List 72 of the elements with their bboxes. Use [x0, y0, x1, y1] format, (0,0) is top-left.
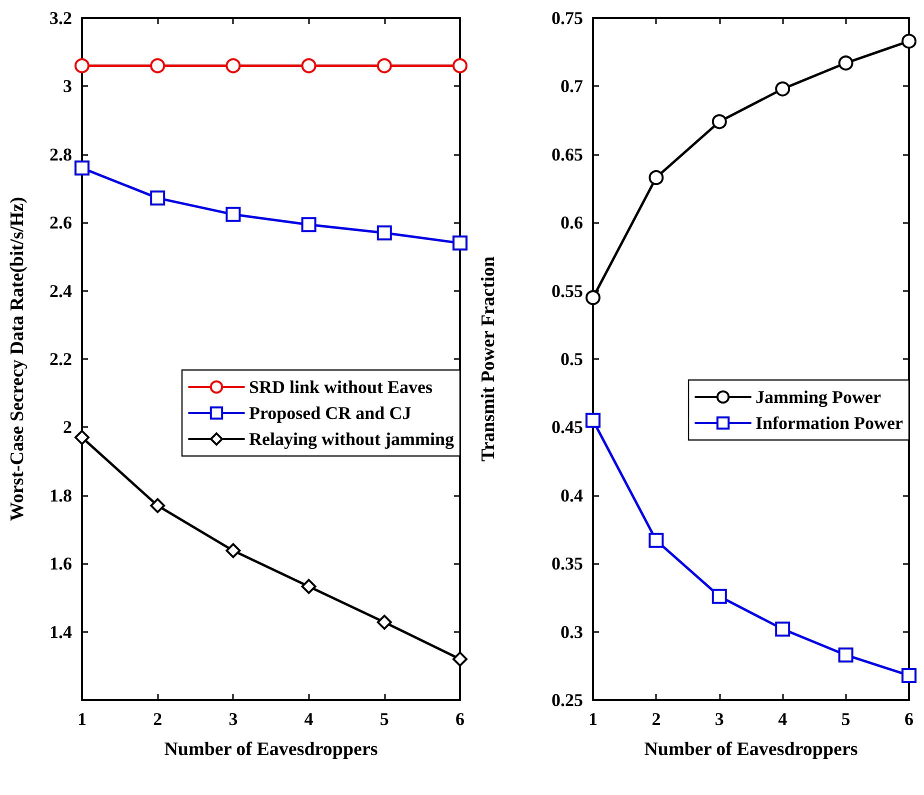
point [301, 58, 316, 74]
point [586, 412, 600, 428]
y-tick-label: 0.6 [560, 212, 583, 233]
x-tick-label: 2 [153, 709, 162, 729]
x-tick-label: 1 [78, 709, 86, 729]
y-tick-label: 2.6 [50, 212, 72, 233]
point [775, 622, 790, 637]
x-tick-label: 5 [841, 709, 850, 729]
y-tick-label: 1.8 [50, 485, 72, 506]
x-tick-label: 6 [904, 709, 914, 729]
y-tick-label: 0.7 [560, 76, 583, 96]
y-tick-label: 2.2 [50, 349, 72, 369]
point [150, 190, 166, 206]
point [150, 58, 166, 74]
point [586, 290, 600, 306]
y-tick-label: 2 [63, 417, 72, 438]
y-tick-label: 0.35 [552, 554, 583, 574]
y-tick-label: 0.25 [552, 690, 583, 710]
point [452, 236, 468, 251]
point [648, 532, 664, 548]
y-tick-label: 3 [63, 76, 72, 96]
point [301, 217, 316, 232]
y-tick-label: 3.2 [50, 8, 72, 28]
legend-label: Relaying without jamming [248, 429, 454, 449]
point [74, 430, 90, 445]
point [301, 578, 316, 594]
x-tick-label: 5 [380, 709, 389, 729]
y-tick-label: 2.8 [50, 144, 72, 164]
legend-label: Jamming Power [756, 387, 882, 407]
point [902, 34, 916, 49]
point [74, 160, 90, 176]
x-tick-label: 4 [304, 709, 314, 729]
y-tick-label: 1.4 [50, 622, 72, 642]
point [452, 652, 468, 667]
point [74, 58, 90, 74]
point [452, 58, 468, 74]
point [226, 206, 241, 222]
legend-label: Information Power [756, 413, 904, 433]
y-tick-label: 2.4 [50, 280, 72, 301]
point [712, 588, 727, 604]
point [376, 614, 392, 630]
y-tick-label: 0.4 [560, 485, 583, 506]
point [226, 58, 241, 74]
x-tick-label: 6 [456, 709, 464, 729]
point [838, 56, 854, 71]
legend-label: Proposed CR and CJ [248, 403, 412, 423]
point [376, 225, 392, 240]
x-tick-label: 3 [228, 709, 238, 729]
point [226, 543, 241, 558]
point [150, 498, 166, 514]
x-axis-title: Number of Eavesdroppers [164, 739, 378, 760]
x-tick-label: 1 [588, 709, 598, 729]
point [838, 647, 854, 662]
x-tick-label: 2 [652, 709, 661, 729]
y-tick-label: 0.65 [552, 144, 583, 164]
x-tick-label: 3 [714, 709, 724, 729]
y-axis-title: Worst-Case Secrecy Data Rate(bit/s/Hz) [7, 196, 28, 522]
legend-label: SRD link without Eaves [248, 377, 433, 397]
y-tick-label: 0.75 [552, 8, 583, 28]
y-tick-label: 0.45 [552, 417, 583, 438]
point [648, 170, 664, 186]
x-axis-title: Number of Eavesdroppers [644, 739, 858, 760]
x-tick-label: 4 [778, 709, 788, 729]
y-tick-label: 0.5 [560, 349, 583, 369]
point [775, 81, 790, 96]
point [376, 58, 392, 74]
point [902, 668, 916, 683]
y-axis-title: Transmit Power Fraction [478, 256, 499, 462]
y-tick-label: 0.3 [560, 622, 583, 642]
point [712, 114, 727, 130]
y-tick-label: 1.6 [50, 554, 72, 574]
y-tick-label: 0.55 [552, 280, 583, 301]
